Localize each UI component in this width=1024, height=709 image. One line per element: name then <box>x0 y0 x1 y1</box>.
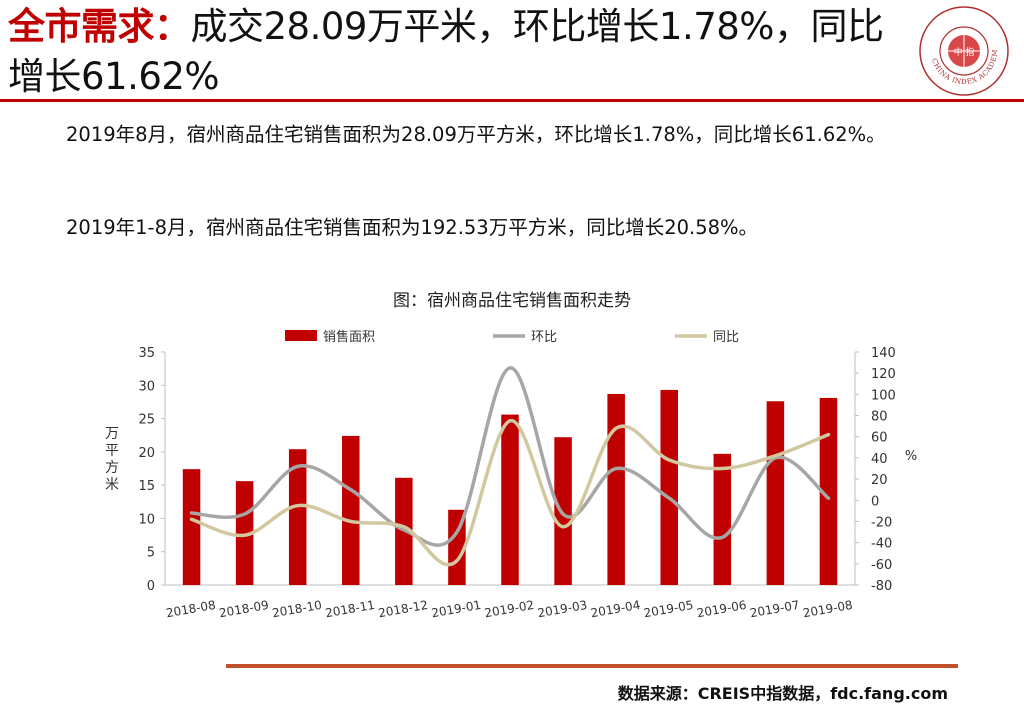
left-tick-label: 5 <box>147 546 155 561</box>
line-同比 <box>189 419 831 567</box>
x-tick-label: 2019-05 <box>643 598 695 620</box>
chart-title: 图：宿州商品住宅销售面积走势 <box>393 291 631 311</box>
footer-divider <box>226 664 958 668</box>
right-tick-label: -60 <box>871 558 892 573</box>
legend-label-环比: 环比 <box>531 330 557 345</box>
bar-2019-08 <box>819 397 838 585</box>
bar-2019-02 <box>501 414 519 585</box>
data-source: 数据来源：CREIS中指数据，fdc.fang.com <box>617 684 948 703</box>
x-tick-label: 2019-03 <box>536 598 588 620</box>
summary-paragraph-2: 2019年1-8月，宿州商品住宅销售面积为192.53万平方米，同比增长20.5… <box>66 216 759 239</box>
right-tick-label: 60 <box>871 431 888 446</box>
left-tick-label: 10 <box>138 512 155 527</box>
header-divider <box>0 99 1024 102</box>
right-axis-title: % <box>905 449 917 464</box>
bar-2018-10 <box>288 449 307 585</box>
bar-2019-07 <box>766 401 785 585</box>
bar-2019-01 <box>448 509 466 585</box>
x-tick-label: 2018-08 <box>165 598 217 620</box>
legend-label-同比: 同比 <box>713 330 739 345</box>
y-axis-title-char: 米 <box>105 477 119 493</box>
x-tick-label: 2018-12 <box>377 598 429 620</box>
x-tick-label: 2019-01 <box>430 598 482 620</box>
bar-2019-06 <box>713 453 732 585</box>
right-tick-label: 100 <box>871 388 896 403</box>
sales-area-chart: 0 5 10 15 20 25 30 35 -80 -60 -40 -20 0 20 40 60 80 100 12… <box>105 329 917 620</box>
left-tick-label: 30 <box>138 379 155 394</box>
left-tick-label: 15 <box>138 479 155 494</box>
bar-2019-03 <box>554 437 572 585</box>
right-tick-label: 140 <box>871 346 896 361</box>
y-axis-title-char: 万 <box>105 426 119 442</box>
summary-paragraph-1: 2019年8月，宿州商品住宅销售面积为28.09万平方米，环比增长1.78%，同… <box>66 123 886 146</box>
y-axis-title-char: 平 <box>105 443 119 459</box>
line-环比 <box>189 366 831 547</box>
right-tick-label: -40 <box>871 537 892 552</box>
left-tick-label: 20 <box>138 446 155 461</box>
bar-2019-04 <box>607 393 625 585</box>
y-axis-title-char: 方 <box>105 460 119 476</box>
right-tick-label: -80 <box>871 579 892 594</box>
x-tick-label: 2019-04 <box>590 598 642 620</box>
left-tick-label: 0 <box>147 579 155 594</box>
x-tick-label: 2019-08 <box>802 598 854 620</box>
right-tick-label: 40 <box>871 452 888 467</box>
legend-label-销售面积: 销售面积 <box>323 329 375 345</box>
china-index-academy-logo: 中 指 CHINA INDEX ACADEMY <box>917 4 1009 96</box>
x-tick-label: 2018-09 <box>218 598 270 620</box>
x-tick-label: 2018-10 <box>271 598 323 620</box>
x-tick-label: 2019-06 <box>696 598 748 620</box>
left-tick-label: 35 <box>138 346 155 361</box>
left-tick-label: 25 <box>138 413 155 428</box>
x-tick-label: 2019-02 <box>483 598 535 620</box>
bar-2018-11 <box>342 435 360 585</box>
right-tick-label: -20 <box>871 515 892 530</box>
right-tick-label: 0 <box>871 494 879 509</box>
page-title: 全市需求：成交28.09万平米，环比增长1.78%，同比增长61.62% <box>8 2 908 102</box>
bar-2018-09 <box>235 481 254 585</box>
right-tick-label: 20 <box>871 473 888 488</box>
title-text: 成交28.09万平米，环比增长1.78%，同比增长61.62% <box>8 5 884 98</box>
x-tick-label: 2018-11 <box>324 598 376 620</box>
legend-swatch-销售面积 <box>285 330 317 341</box>
x-tick-label: 2019-07 <box>749 598 801 620</box>
right-tick-label: 80 <box>871 410 888 425</box>
right-tick-label: 120 <box>871 367 896 382</box>
bar-2018-08 <box>182 469 201 585</box>
logo-center-text: 中 指 <box>954 46 975 58</box>
title-accent: 全市需求： <box>8 5 191 48</box>
bar-2019-05 <box>660 389 678 585</box>
